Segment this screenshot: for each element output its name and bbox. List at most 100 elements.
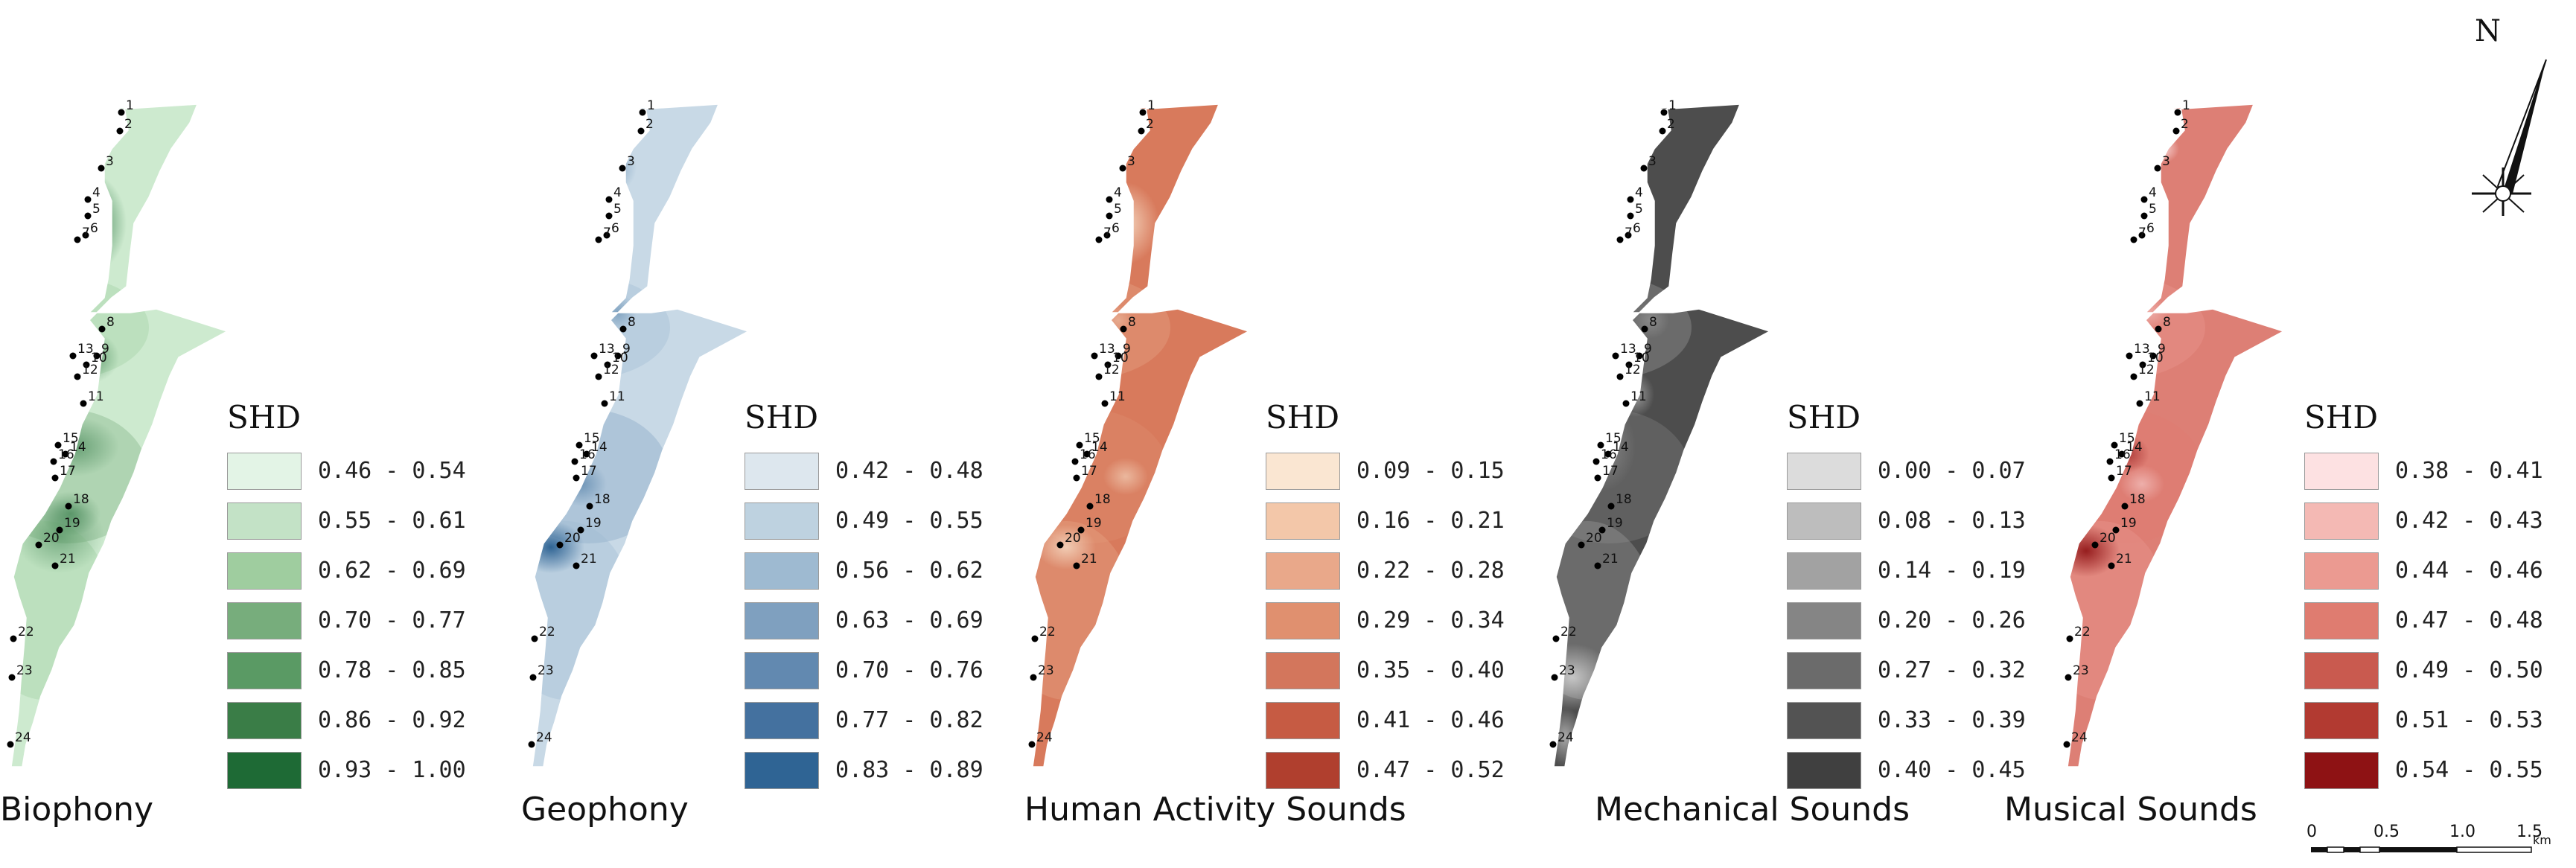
legend-swatch bbox=[1787, 651, 1861, 689]
legend-swatch bbox=[2304, 452, 2379, 490]
sample-point-label: 24 bbox=[15, 730, 31, 745]
sample-point-label: 23 bbox=[1559, 663, 1575, 678]
legend-range-label: 0.86 - 0.92 bbox=[318, 707, 466, 733]
sample-point-label: 24 bbox=[1558, 730, 1574, 745]
sample-point-label: 14 bbox=[2126, 440, 2143, 455]
sample-point-1 bbox=[639, 109, 646, 116]
sample-point-label: 10 bbox=[2147, 351, 2164, 366]
sample-point-6 bbox=[603, 232, 610, 239]
legend-range-label: 0.22 - 0.28 bbox=[1356, 558, 1505, 584]
sample-point-4 bbox=[1627, 196, 1634, 203]
sample-point-label: 13 bbox=[1620, 342, 1636, 357]
sample-point-3 bbox=[2154, 165, 2161, 172]
sample-point-19 bbox=[1598, 526, 1606, 534]
sample-point-14 bbox=[2118, 450, 2126, 458]
sample-point-label: 19 bbox=[1607, 516, 1623, 531]
sample-point-label: 6 bbox=[90, 221, 98, 236]
sample-point-label: 3 bbox=[627, 154, 635, 169]
sample-point-label: 18 bbox=[73, 492, 89, 507]
sample-point-label: 2 bbox=[124, 117, 133, 132]
sample-point-14 bbox=[1604, 450, 1612, 458]
sample-point-15 bbox=[576, 441, 583, 449]
sample-point-10 bbox=[83, 361, 90, 368]
sample-point-22 bbox=[2066, 635, 2073, 642]
legend-row: 0.49 - 0.55 bbox=[745, 496, 983, 546]
legend-swatch bbox=[1787, 502, 1861, 540]
sample-point-13 bbox=[2126, 352, 2133, 360]
sample-point-17 bbox=[573, 474, 580, 482]
legend: SHD 0.46 - 0.54 0.55 - 0.61 0.62 - 0.69 0.70… bbox=[227, 398, 466, 795]
legend-row: 0.40 - 0.45 bbox=[1787, 745, 2026, 795]
sample-point-2 bbox=[1138, 127, 1145, 135]
sample-point-3 bbox=[1119, 165, 1126, 172]
sample-point-7 bbox=[595, 236, 602, 243]
sample-point-2 bbox=[637, 127, 645, 135]
legend-range-label: 0.55 - 0.61 bbox=[318, 508, 466, 534]
sample-point-label: 12 bbox=[1103, 363, 1120, 377]
legend-row: 0.08 - 0.13 bbox=[1787, 496, 2026, 546]
sample-point-label: 22 bbox=[539, 625, 555, 639]
legend-swatch bbox=[227, 502, 302, 540]
sample-point-14 bbox=[62, 450, 69, 458]
legend-range-label: 0.41 - 0.46 bbox=[1356, 707, 1505, 733]
sample-point-7 bbox=[1616, 236, 1624, 243]
sample-point-label: 11 bbox=[2144, 389, 2161, 404]
sample-point-label: 13 bbox=[77, 342, 94, 357]
map-panel-2: 1 2 3 4 5 6 7 8 9 10 11 12 13 14 15 16 17 18 19 20 21 22 23 24 bbox=[521, 0, 1027, 868]
sample-point-18 bbox=[1086, 502, 1094, 510]
scale-tick-1: 0.5 bbox=[2373, 823, 2400, 841]
sample-point-label: 8 bbox=[106, 315, 115, 330]
sample-point-label: 14 bbox=[1613, 440, 1629, 455]
sample-point-20 bbox=[556, 541, 564, 549]
sample-point-16 bbox=[1593, 458, 1600, 465]
sample-point-20 bbox=[35, 541, 42, 549]
legend-range-label: 0.47 - 0.52 bbox=[1356, 757, 1505, 783]
sample-point-4 bbox=[2140, 196, 2148, 203]
sample-point-12 bbox=[1616, 373, 1624, 380]
legend-range-label: 0.77 - 0.82 bbox=[835, 707, 983, 733]
sample-point-label: 6 bbox=[1112, 221, 1120, 236]
legend-range-label: 0.33 - 0.39 bbox=[1878, 707, 2026, 733]
sample-point-label: 5 bbox=[2149, 202, 2157, 217]
sample-point-label: 19 bbox=[2120, 516, 2137, 531]
sample-point-15 bbox=[1076, 441, 1083, 449]
sample-point-11 bbox=[1622, 400, 1630, 407]
legend-range-label: 0.63 - 0.69 bbox=[835, 607, 983, 634]
sample-point-label: 1 bbox=[1668, 98, 1677, 113]
sample-point-23 bbox=[8, 674, 16, 681]
sample-point-15 bbox=[2111, 441, 2118, 449]
legend-range-label: 0.40 - 0.45 bbox=[1878, 757, 2026, 783]
sample-point-label: 15 bbox=[2119, 431, 2135, 446]
legend-row: 0.27 - 0.32 bbox=[1787, 645, 2026, 695]
sample-point-label: 15 bbox=[1605, 431, 1622, 446]
sample-point-13 bbox=[1091, 352, 1098, 360]
legend-swatch bbox=[745, 701, 819, 739]
sample-point-label: 21 bbox=[2116, 552, 2132, 567]
sample-point-label: 5 bbox=[613, 202, 622, 217]
sample-point-label: 3 bbox=[1648, 154, 1657, 169]
sample-point-4 bbox=[84, 196, 92, 203]
legend-range-label: 0.93 - 1.00 bbox=[318, 757, 466, 783]
legend-title: SHD bbox=[2304, 399, 2379, 435]
sample-point-label: 11 bbox=[609, 389, 625, 404]
sample-point-8 bbox=[1120, 325, 1127, 333]
sample-point-label: 13 bbox=[1099, 342, 1115, 357]
sample-point-23 bbox=[1030, 674, 1037, 681]
sample-point-label: 23 bbox=[2073, 663, 2089, 678]
sample-point-5 bbox=[1106, 212, 1113, 220]
sample-point-label: 3 bbox=[106, 154, 114, 169]
legend: SHD 0.42 - 0.48 0.49 - 0.55 0.56 - 0.62 0.63… bbox=[745, 398, 983, 795]
panel-title: Mechanical Sounds bbox=[1595, 791, 1910, 829]
sample-point-3 bbox=[619, 165, 626, 172]
sample-point-6 bbox=[1625, 232, 1632, 239]
sample-point-8 bbox=[1641, 325, 1648, 333]
sample-point-label: 18 bbox=[1094, 492, 1111, 507]
legend-row: 0.00 - 0.07 bbox=[1787, 446, 2026, 496]
sample-point-24 bbox=[1549, 741, 1557, 748]
sample-point-label: 7 bbox=[2138, 226, 2146, 240]
legend-range-label: 0.38 - 0.41 bbox=[2395, 458, 2543, 484]
sample-point-label: 12 bbox=[603, 363, 619, 377]
sample-point-19 bbox=[2112, 526, 2120, 534]
legend-range-label: 0.00 - 0.07 bbox=[1878, 458, 2026, 484]
panel-title: Geophony bbox=[521, 791, 689, 829]
